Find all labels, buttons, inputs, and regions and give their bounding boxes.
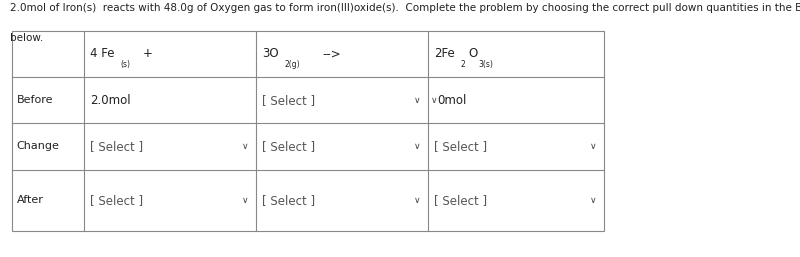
Text: O: O [468, 48, 478, 60]
Text: [ Select ]: [ Select ] [262, 140, 315, 153]
Text: +: + [142, 48, 152, 60]
Text: 2: 2 [461, 60, 466, 69]
Text: 3(s): 3(s) [478, 60, 494, 69]
Text: below.: below. [10, 33, 44, 43]
Text: (s): (s) [121, 60, 131, 69]
Text: ∨: ∨ [590, 196, 596, 205]
Text: 0mol: 0mol [438, 94, 467, 107]
Text: [ Select ]: [ Select ] [434, 194, 487, 207]
Text: 2.0mol: 2.0mol [90, 94, 131, 107]
Text: 2Fe: 2Fe [434, 48, 455, 60]
Bar [12, 31, 604, 231]
Text: ∨: ∨ [242, 142, 248, 151]
Text: ∨: ∨ [414, 96, 420, 105]
Text: 2(g): 2(g) [284, 60, 300, 69]
Text: [ Select ]: [ Select ] [262, 194, 315, 207]
Text: Change: Change [17, 142, 60, 151]
Text: [ Select ]: [ Select ] [90, 140, 143, 153]
Text: 4 Fe: 4 Fe [90, 48, 115, 60]
Text: Before: Before [17, 95, 54, 105]
Text: ∨: ∨ [414, 196, 420, 205]
Text: ∨: ∨ [242, 196, 248, 205]
Text: After: After [17, 196, 44, 205]
Text: ∨: ∨ [414, 142, 420, 151]
Text: [ Select ]: [ Select ] [262, 94, 315, 107]
Text: ∨: ∨ [590, 142, 596, 151]
Text: ∨: ∨ [431, 96, 438, 105]
Text: 3O: 3O [262, 48, 279, 60]
Text: 2.0mol of Iron(s)  reacts with 48.0g of Oxygen gas to form iron(III)oxide(s).  C: 2.0mol of Iron(s) reacts with 48.0g of O… [10, 3, 800, 13]
Text: [ Select ]: [ Select ] [434, 140, 487, 153]
Text: [ Select ]: [ Select ] [90, 194, 143, 207]
Text: -->: --> [322, 48, 341, 60]
